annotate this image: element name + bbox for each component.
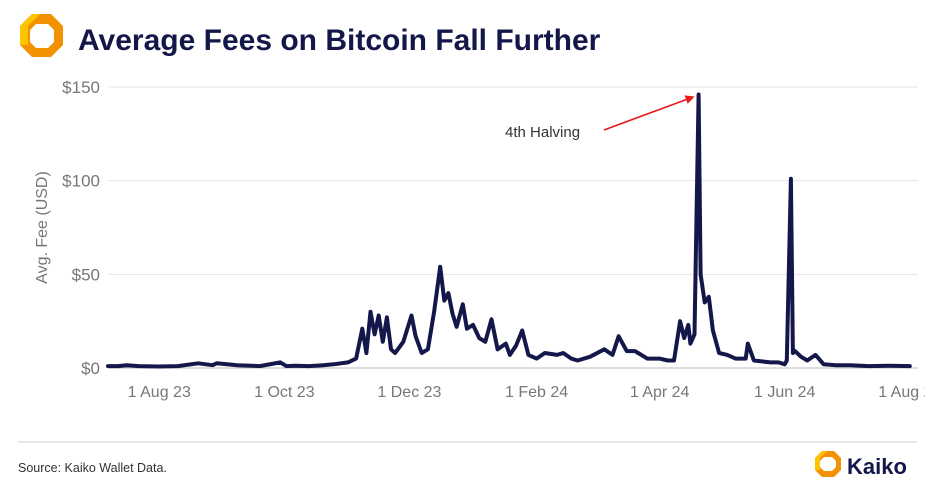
y-axis-label: Avg. Fee (USD) <box>34 171 51 284</box>
kaiko-brand-icon <box>815 451 841 477</box>
logo-accent-shape <box>20 14 40 45</box>
logo-inner-shape <box>30 24 54 48</box>
x-tick-label: 1 Oct 23 <box>254 384 315 401</box>
halving-annotation: 4th Halving <box>505 95 695 141</box>
x-tick-label: 1 Aug 23 <box>128 384 191 401</box>
y-tick-label: $0 <box>81 359 100 378</box>
kaiko-logo-icon <box>20 14 63 57</box>
x-tick-label: 1 Apr 24 <box>630 384 690 401</box>
x-tick-label: 1 Jun 24 <box>754 384 815 401</box>
y-tick-labels: $0 $50 $100 $150 <box>62 78 100 378</box>
annotation-arrow <box>603 98 687 131</box>
y-tick-label: $50 <box>72 265 100 284</box>
source-note: Source: Kaiko Wallet Data. <box>18 461 167 475</box>
x-tick-label: 1 Aug 24 <box>878 384 925 401</box>
gridlines <box>108 86 918 369</box>
y-tick-label: $150 <box>62 78 100 97</box>
annotation-arrowhead-icon <box>684 95 695 104</box>
series-line <box>106 92 912 369</box>
x-tick-labels: 1 Aug 23 1 Oct 23 1 Dec 23 1 Feb 24 1 Apr 24… <box>128 384 925 401</box>
brand-name: Kaiko <box>847 454 907 479</box>
chart-title: Average Fees on Bitcoin Fall Further <box>78 24 601 57</box>
brand-accent-shape <box>815 451 827 470</box>
y-tick-label: $100 <box>62 172 100 191</box>
x-tick-label: 1 Dec 23 <box>377 384 441 401</box>
x-tick-label: 1 Feb 24 <box>505 384 568 401</box>
annotation-label: 4th Halving <box>505 124 580 141</box>
brand-inner-shape <box>820 457 836 471</box>
